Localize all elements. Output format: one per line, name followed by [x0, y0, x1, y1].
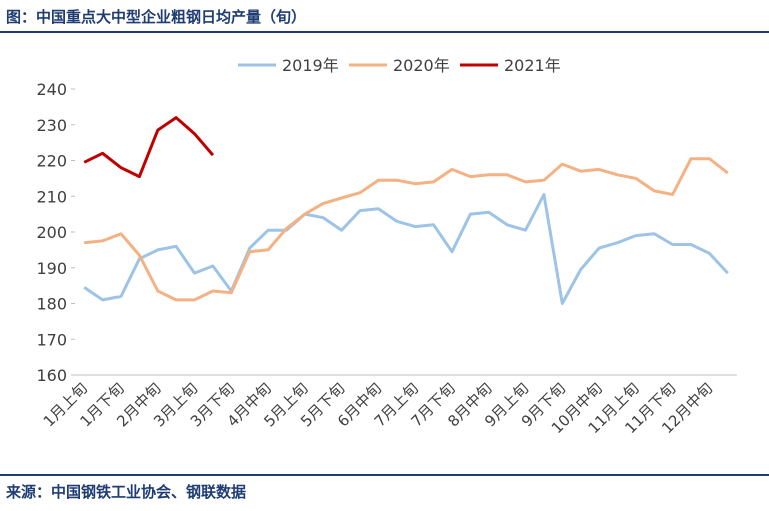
y-tick-label: 230: [36, 116, 67, 135]
y-tick-label: 220: [36, 152, 67, 171]
legend-label: 2019年: [282, 56, 339, 75]
source: 来源：中国钢铁工业协会、钢联数据: [5, 483, 246, 501]
y-tick-label: 240: [36, 80, 67, 99]
title-rule: [0, 31, 769, 33]
source-rule: [0, 474, 769, 476]
series-line: [83, 116, 215, 179]
series-line: [84, 157, 729, 302]
y-tick-label: 160: [36, 366, 67, 385]
chart-title: 图：中国重点大中型企业粗钢日均产量（旬）: [6, 8, 306, 26]
y-tick-label: 170: [36, 330, 67, 349]
legend-label: 2020年: [393, 56, 450, 75]
y-tick-label: 180: [36, 295, 67, 314]
y-tick-label: 210: [36, 187, 67, 206]
legend-label: 2021年: [504, 56, 561, 75]
series-line: [83, 193, 729, 305]
y-tick-label: 190: [36, 259, 67, 278]
y-tick-label: 200: [36, 223, 67, 242]
